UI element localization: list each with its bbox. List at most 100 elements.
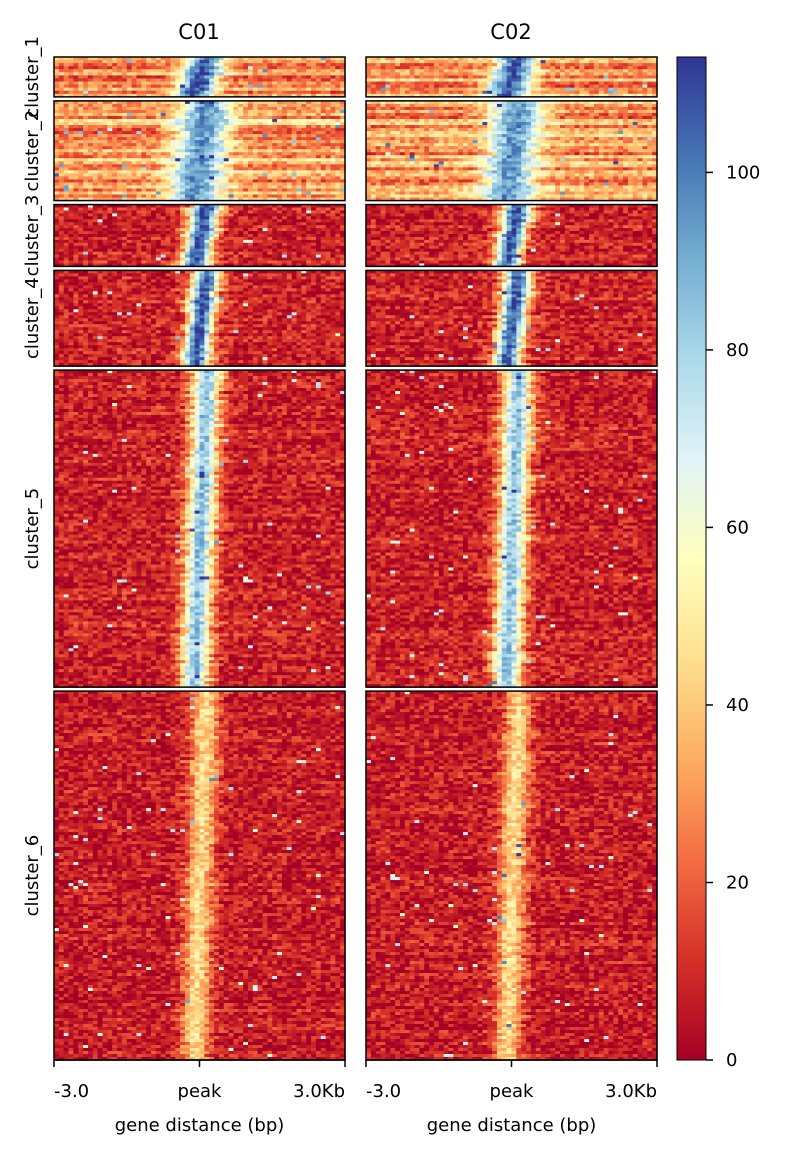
heatmap-cell [73, 112, 79, 117]
heatmap-cell [184, 128, 191, 132]
heatmap-cell [257, 149, 264, 153]
heatmap-cell [262, 103, 268, 108]
heatmap-cell [184, 131, 191, 135]
heatmap-cell [121, 149, 128, 153]
heatmap-cell [184, 137, 191, 141]
heatmap-cell [146, 152, 152, 156]
heatmap-cell [325, 63, 332, 67]
heatmap-cell [155, 119, 162, 123]
heatmap-cell [223, 112, 230, 117]
heatmap-cell [257, 100, 264, 105]
heatmap-cell [330, 143, 336, 147]
heatmap-cell [194, 128, 201, 132]
heatmap-cell [102, 143, 108, 147]
heatmap-cell [204, 161, 210, 165]
heatmap-cell [68, 125, 74, 129]
heatmap-cell [335, 152, 341, 156]
heatmap-cell [325, 158, 332, 162]
heatmap-cell [257, 128, 264, 132]
heatmap-cell [204, 93, 210, 98]
heatmap-cell [97, 81, 104, 86]
heatmap-cell [315, 146, 322, 150]
heatmap-cell [194, 155, 201, 159]
heatmap-cell [243, 84, 249, 89]
heatmap-cell [257, 106, 264, 111]
heatmap-cell [87, 140, 94, 144]
heatmap-cell [340, 106, 346, 111]
heatmap-cell [311, 140, 317, 144]
heatmap-cell [291, 131, 298, 135]
heatmap-cell [146, 115, 152, 120]
heatmap-cell [291, 103, 298, 108]
heatmap-cell [78, 106, 84, 111]
heatmap-cell [175, 87, 181, 92]
heatmap-cell [340, 69, 346, 73]
heatmap-cell [184, 134, 191, 138]
heatmap-cell [170, 152, 176, 156]
heatmap-cell [214, 115, 220, 120]
heatmap-cell [107, 84, 113, 89]
heatmap-cell [311, 100, 317, 105]
heatmap-cell [330, 57, 336, 61]
heatmap-cell [117, 78, 123, 83]
heatmap-cell [228, 134, 235, 138]
heatmap-cell [311, 84, 317, 89]
heatmap-cell [78, 143, 84, 147]
heatmap-cell [189, 112, 196, 117]
heatmap-cell [228, 84, 235, 89]
heatmap-cell [330, 106, 336, 111]
heatmap-cell [311, 152, 317, 156]
heatmap-cell [175, 57, 181, 61]
heatmap-cell [107, 158, 113, 162]
heatmap-cell [248, 115, 254, 120]
heatmap-cell [92, 164, 99, 168]
heatmap-cell [238, 100, 244, 105]
heatmap-cell [218, 164, 225, 168]
heatmap-cell [151, 128, 157, 132]
heatmap-cell [248, 128, 254, 132]
heatmap-cell [252, 128, 259, 132]
heatmap-cell [335, 125, 341, 129]
heatmap-cell [180, 131, 186, 135]
heatmap-cell [291, 90, 298, 95]
heatmap-cell [68, 100, 74, 105]
heatmap-cell [146, 87, 152, 92]
heatmap-cell [102, 75, 108, 80]
heatmap-cell [262, 164, 268, 168]
heatmap-cell [243, 164, 249, 168]
heatmap-cell [243, 122, 249, 126]
heatmap-cell [228, 149, 235, 153]
heatmap-cell [189, 72, 196, 77]
heatmap-cell [78, 78, 84, 83]
heatmap-cell [291, 119, 298, 123]
heatmap-cell [340, 161, 346, 165]
heatmap-cell [301, 137, 307, 141]
heatmap-cell [170, 143, 176, 147]
heatmap-cell [291, 164, 298, 168]
heatmap-cell [277, 152, 283, 156]
heatmap-cell [180, 149, 186, 153]
heatmap-cell [286, 122, 293, 126]
heatmap-cell [155, 75, 162, 80]
heatmap-cell [121, 146, 128, 150]
heatmap-cell [335, 63, 341, 67]
heatmap-cell [335, 149, 341, 153]
heatmap-cell [223, 90, 230, 95]
heatmap-cell [180, 109, 186, 114]
heatmap-cell [107, 72, 113, 77]
heatmap-cell [214, 158, 220, 162]
heatmap-cell [160, 84, 167, 89]
heatmap-cell [248, 72, 254, 77]
heatmap-cell [296, 152, 302, 156]
heatmap-cell [248, 155, 254, 159]
heatmap-cell [330, 103, 336, 108]
heatmap-cell [301, 128, 307, 132]
heatmap-cell [277, 87, 283, 92]
heatmap-cell [233, 164, 239, 168]
heatmap-cell [175, 93, 181, 98]
heatmap-cell [238, 161, 244, 165]
heatmap-cell [296, 84, 302, 89]
heatmap-cell [199, 84, 205, 89]
heatmap-cell [218, 93, 225, 98]
heatmap-cell [97, 84, 104, 89]
